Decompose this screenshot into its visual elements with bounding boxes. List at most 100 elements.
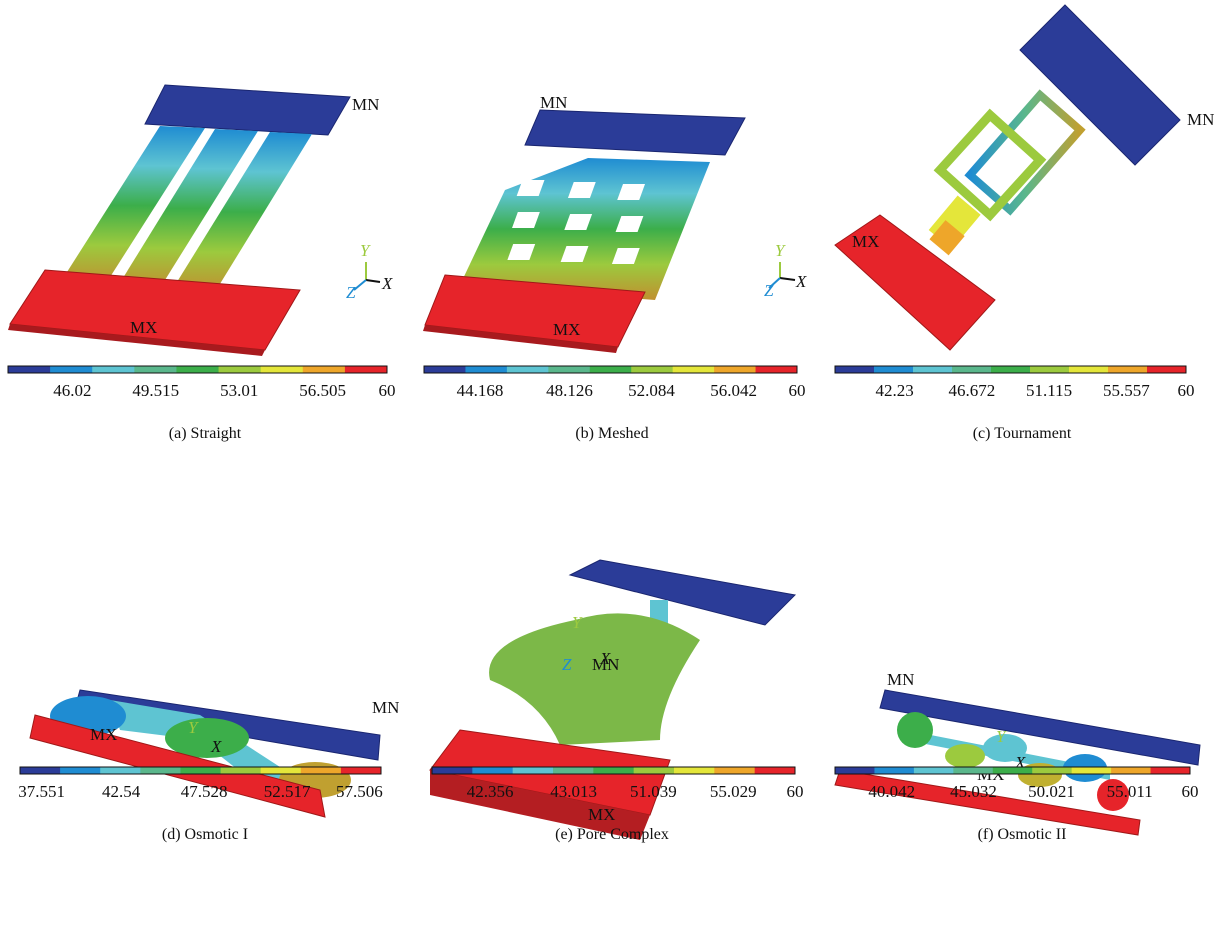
colorbar-tick-label: 46.02 (53, 381, 91, 400)
caption: (f) Osmotic II (978, 826, 1067, 843)
colorbar-segment (1147, 366, 1187, 373)
colorbar-segment (754, 767, 796, 774)
caption: (d) Osmotic I (162, 826, 248, 843)
colorbar-segment (260, 366, 304, 373)
colorbar-segment (340, 767, 382, 774)
colorbar-segment (506, 366, 549, 373)
colorbar-segment (589, 366, 632, 373)
colorbar-segment (100, 767, 141, 774)
colorbar-frame (834, 365, 1187, 374)
colorbar-segment (140, 767, 181, 774)
colorbar-tick-label: 45.032 (950, 782, 997, 801)
colorbar-tick-label: 46.672 (949, 381, 996, 400)
colorbar-tick-label: 51.115 (1026, 381, 1072, 400)
colorbar-frame (423, 365, 798, 374)
colorbar-segment (424, 366, 466, 373)
axis-x: X (210, 737, 222, 756)
colorbar-segment (674, 767, 715, 774)
colorbar-tick-label: 47.528 (181, 782, 228, 801)
axis-z: Z (562, 655, 572, 674)
colorbar-tick-label: 55.029 (710, 782, 757, 801)
colorbar-tick-label: 50.021 (1028, 782, 1075, 801)
colorbar-segment (220, 767, 262, 774)
colorbar-segment (548, 366, 591, 373)
colorbar-segment (631, 366, 674, 373)
colorbar-tick-label: 49.515 (132, 381, 179, 400)
colorbar-segment (1032, 767, 1073, 774)
label-mn: MN (352, 95, 379, 114)
colorbar-tick-label: 53.01 (220, 381, 258, 400)
colorbar-segment (672, 366, 715, 373)
caption: (c) Tournament (973, 425, 1072, 442)
label-mx: MX (588, 805, 615, 824)
colorbar-segment (92, 366, 135, 373)
panel-a: MN MX Y X Z (8, 84, 393, 356)
colorbar-segment (300, 767, 342, 774)
colorbar-tick-label: 55.011 (1107, 782, 1153, 801)
axis-y: Y (775, 241, 786, 260)
colorbar-segment (8, 366, 51, 373)
panel-b: MN MX Y X Z (423, 93, 807, 353)
caption: (a) Straight (169, 425, 242, 442)
colorbar-segment (302, 366, 346, 373)
colorbar-segment (553, 767, 594, 774)
axis-y: Y (996, 727, 1007, 746)
colorbar-tick-label: 60 (1178, 381, 1195, 400)
colorbar-tick-label: 56.042 (710, 381, 757, 400)
colorbar-tick-label: 40.042 (868, 782, 915, 801)
colorbar-segment (1150, 767, 1191, 774)
panel-f: MN MX Y X (834, 670, 1201, 836)
colorbar-segment (1069, 366, 1109, 373)
colorbar-segment (218, 366, 262, 373)
colorbar-tick-label: 43.013 (550, 782, 597, 801)
colorbar-segment (472, 767, 514, 774)
colorbar-segment (874, 366, 914, 373)
colorbar-tick-label: 42.356 (467, 782, 514, 801)
colorbar-tick-label: 55.557 (1103, 381, 1150, 400)
panel-c: MN MX (834, 4, 1214, 351)
colorbar-frame (431, 766, 796, 775)
colorbar-segment (1108, 366, 1148, 373)
label-mn: MN (372, 698, 399, 717)
label-mn: MN (1187, 110, 1214, 129)
axis-y: Y (360, 241, 371, 260)
colorbar-segment (755, 366, 798, 373)
colorbar-tick-label: 60 (1182, 782, 1199, 801)
colorbar-tick-label: 60 (787, 782, 804, 801)
colorbar-segment (512, 767, 554, 774)
label-mn: MN (592, 655, 619, 674)
colorbar-segment (1071, 767, 1112, 774)
colorbar-segment (50, 366, 93, 373)
colorbar-segment (991, 366, 1031, 373)
colorbar-tick-label: 56.505 (299, 381, 346, 400)
colorbar-segment (992, 767, 1033, 774)
colorbar-tick-label: 51.039 (630, 782, 677, 801)
axis-x: X (795, 272, 807, 291)
colorbar-segment (714, 767, 756, 774)
colorbar-tick-label: 37.551 (18, 782, 65, 801)
colorbar-segment (835, 366, 875, 373)
colorbar-segment (60, 767, 101, 774)
axis-x: X (599, 649, 611, 668)
colorbar-segment (593, 767, 635, 774)
colorbar-segment (1111, 767, 1152, 774)
label-mx: MX (90, 725, 117, 744)
label-mn: MN (540, 93, 567, 112)
colorbar-tick-label: 52.517 (264, 782, 311, 801)
colorbar-tick-label: 42.23 (876, 381, 914, 400)
colorbar-tick-label: 60 (789, 381, 806, 400)
colorbar-tick-label: 42.54 (102, 782, 141, 801)
axis-z: Z (764, 281, 774, 300)
label-mx: MX (852, 232, 879, 251)
colorbars: 46.02 49.515 53.01 56.505 60 (a) Straight 44.1… (7, 365, 1199, 843)
colorbar-segment (835, 767, 875, 774)
colorbar-frame (19, 766, 382, 775)
panel-e: MN MX Y X Z (429, 559, 797, 840)
colorbar-segment (1030, 366, 1070, 373)
colorbar-segment (260, 767, 302, 774)
colorbar-segment (953, 767, 994, 774)
label-mn: MN (887, 670, 914, 689)
colorbar-segment (913, 767, 954, 774)
axis-y: Y (572, 613, 583, 632)
colorbar-tick-label: 48.126 (546, 381, 593, 400)
